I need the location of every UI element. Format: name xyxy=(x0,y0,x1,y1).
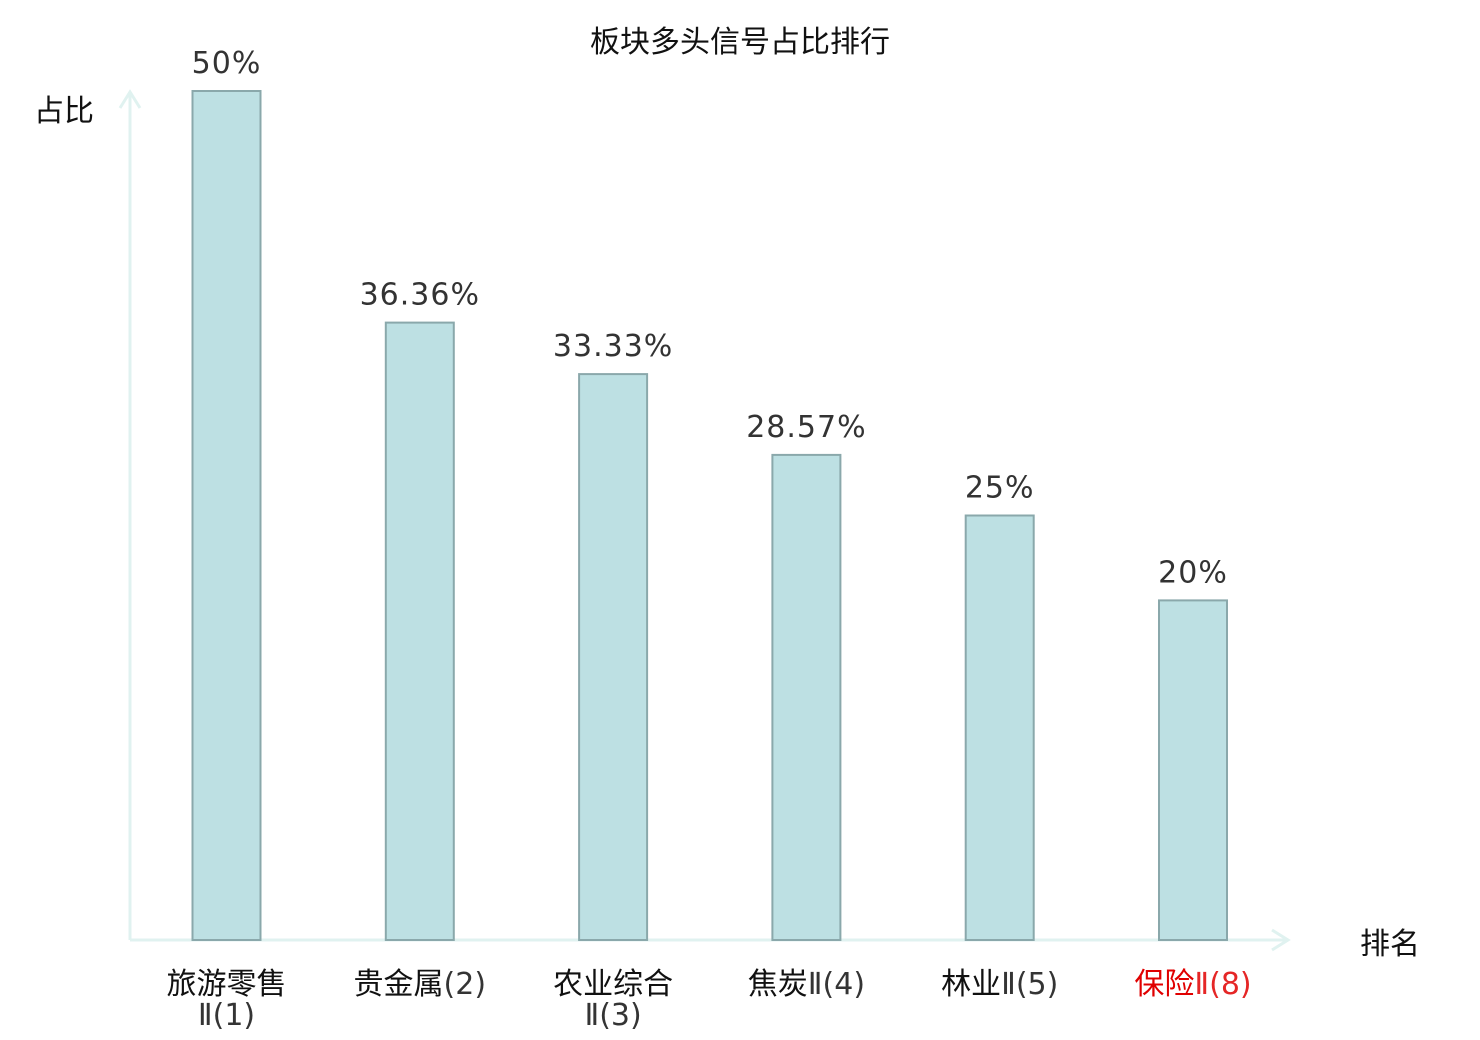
bar-2 xyxy=(384,321,455,942)
x-axis-label: 排名 xyxy=(1360,927,1420,962)
y-axis-arrow xyxy=(118,89,142,109)
bar-1 xyxy=(191,90,262,941)
value-label-6: 20% xyxy=(1158,555,1228,590)
category-name-5: 林业 xyxy=(941,967,1001,1002)
category-label-3: 农业综合 Ⅱ(3) xyxy=(553,967,673,1033)
x-axis-arrow xyxy=(1271,928,1291,952)
value-label-2: 36.36% xyxy=(360,278,480,313)
chart-title: 板块多头信号占比排行 xyxy=(590,25,890,60)
bar-5 xyxy=(964,514,1035,941)
category-suffix-6: Ⅱ(8) xyxy=(1194,967,1251,1002)
category-name-3: 农业综合 xyxy=(553,967,673,1002)
value-label-4: 28.57% xyxy=(746,410,866,445)
category-labels-group: 旅游零售 Ⅱ(1) 贵金属(2) 农业综合 Ⅱ(3) 焦炭Ⅱ(4) 林业Ⅱ(5) 保险Ⅱ(8) xyxy=(167,967,1252,1033)
category-suffix-5: Ⅱ(5) xyxy=(1001,967,1058,1002)
category-name-6: 保险 xyxy=(1134,967,1194,1002)
category-suffix-4: Ⅱ(4) xyxy=(808,967,865,1002)
value-labels-group: 50% 36.36% 33.33% 28.57% 25% 20% xyxy=(192,46,1228,590)
category-label-2: 贵金属(2) xyxy=(354,967,487,1002)
category-suffix-3: Ⅱ(3) xyxy=(584,998,641,1033)
value-label-1: 50% xyxy=(192,46,262,81)
value-label-5: 25% xyxy=(965,471,1035,506)
value-label-3: 33.33% xyxy=(553,329,673,364)
bars-group xyxy=(191,90,1228,942)
y-axis-label: 占比 xyxy=(34,94,94,129)
axes xyxy=(118,89,1291,952)
bar-6 xyxy=(1158,599,1228,942)
category-suffix-2: (2) xyxy=(444,967,487,1002)
category-suffix-1: Ⅱ(1) xyxy=(198,998,255,1033)
category-label-4: 焦炭Ⅱ(4) xyxy=(748,967,865,1002)
category-name-1: 旅游零售 xyxy=(167,967,287,1002)
category-label-1: 旅游零售 Ⅱ(1) xyxy=(167,967,287,1033)
bar-3 xyxy=(578,373,649,942)
category-name-4: 焦炭 xyxy=(748,967,808,1002)
category-label-6: 保险Ⅱ(8) xyxy=(1134,967,1251,1002)
bar-4 xyxy=(771,453,842,941)
category-label-5: 林业Ⅱ(5) xyxy=(941,967,1058,1002)
category-name-2: 贵金属 xyxy=(354,967,444,1002)
